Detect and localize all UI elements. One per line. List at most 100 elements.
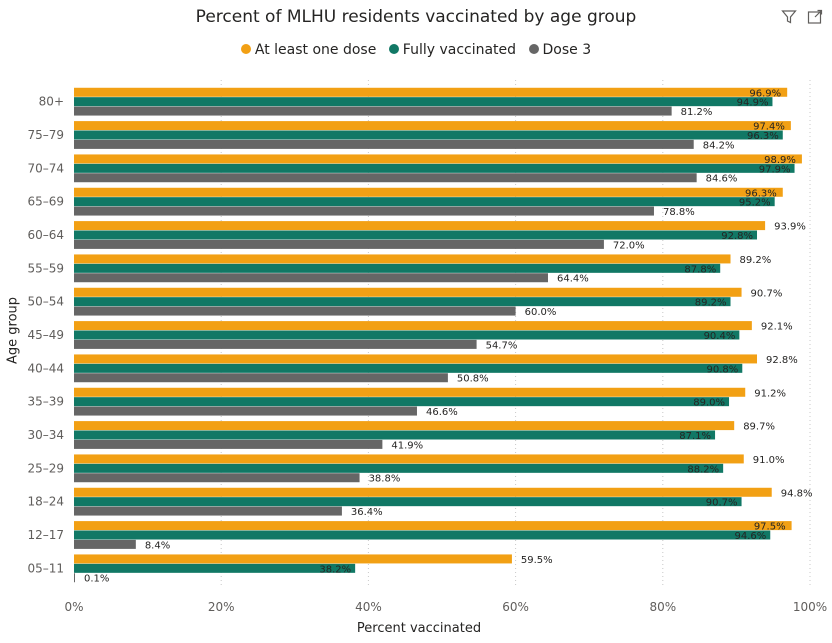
category-label: 55–59 [27, 261, 64, 275]
bar [74, 154, 802, 164]
category-label: 05–11 [27, 561, 64, 575]
legend-item-at-least-one-dose[interactable]: At least one dose [240, 42, 377, 58]
x-tick-label: 100% [793, 600, 827, 614]
category-label: 30–34 [27, 428, 64, 442]
bar [74, 230, 758, 240]
bar [74, 173, 697, 183]
bar [74, 330, 740, 340]
bar [74, 563, 356, 573]
data-label: 97.9% [759, 164, 791, 175]
bar [74, 221, 766, 231]
bar [74, 497, 742, 507]
bar [74, 263, 721, 273]
bar [74, 373, 448, 383]
data-label: 87.8% [684, 264, 716, 275]
data-label: 78.8% [663, 207, 695, 218]
data-label: 50.8% [457, 374, 489, 385]
data-label: 92.8% [721, 231, 753, 242]
bar [74, 206, 654, 216]
data-label: 90.7% [706, 498, 738, 509]
bar [74, 530, 771, 540]
legend-marker [388, 44, 399, 54]
data-label: 97.5% [754, 522, 786, 533]
data-label: 54.7% [486, 340, 518, 351]
category-label: 50–54 [27, 295, 64, 309]
legend-marker [528, 44, 539, 54]
data-label: 8.4% [145, 540, 170, 551]
data-label: 91.0% [753, 455, 785, 466]
data-label: 95.2% [739, 198, 771, 209]
data-label: 36.4% [351, 507, 383, 518]
data-label: 90.8% [707, 364, 739, 375]
data-label: 38.8% [369, 474, 401, 485]
data-label: 38.2% [319, 564, 351, 575]
data-label: 81.2% [681, 107, 713, 118]
bar [74, 521, 792, 531]
data-label: 59.5% [521, 555, 553, 566]
data-label: 41.9% [391, 440, 423, 451]
bar [74, 539, 136, 549]
category-label: 12–17 [27, 528, 64, 542]
category-label: 40–44 [27, 361, 64, 375]
data-label: 87.1% [679, 431, 711, 442]
data-label: 0.1% [84, 574, 109, 585]
legend-item-fully-vaccinated[interactable]: Fully vaccinated [388, 42, 517, 58]
x-tick-label: 0% [64, 600, 83, 614]
bar [74, 297, 731, 307]
data-label: 92.8% [766, 355, 798, 366]
filter-icon[interactable] [781, 9, 797, 25]
bar [74, 554, 512, 564]
data-label: 94.9% [737, 98, 769, 109]
bar [74, 139, 694, 149]
x-tick-label: 20% [208, 600, 235, 614]
bar [74, 397, 730, 407]
legend-label: At least one dose [254, 42, 377, 58]
legend-label: Dose 3 [542, 42, 592, 58]
category-label: 35–39 [27, 395, 64, 409]
bar [74, 363, 743, 373]
bar [74, 306, 516, 316]
data-label: 46.6% [426, 407, 458, 418]
bar [74, 387, 746, 397]
category-label: 60–64 [27, 228, 64, 242]
bar [74, 573, 75, 583]
bar [74, 439, 383, 449]
data-label: 97.4% [753, 122, 785, 133]
data-label: 92.1% [761, 322, 793, 333]
data-label: 88.2% [687, 464, 719, 475]
bar [74, 430, 716, 440]
bar [74, 406, 417, 416]
data-label: 96.3% [745, 188, 777, 199]
bar [74, 473, 360, 483]
category-label: 18–24 [27, 495, 64, 509]
x-tick-label: 40% [355, 600, 382, 614]
legend-label: Fully vaccinated [402, 42, 517, 58]
chart-title: Percent of MLHU residents vaccinated by … [195, 7, 637, 27]
data-label: 89.7% [743, 422, 775, 433]
bar [74, 197, 775, 207]
legend-item-dose-3[interactable]: Dose 3 [528, 42, 592, 58]
bar [74, 421, 735, 431]
data-label: 84.6% [706, 174, 738, 185]
bar [74, 163, 795, 173]
focus-mode-icon[interactable] [807, 9, 823, 25]
legend-marker [240, 44, 251, 54]
category-label: 75–79 [27, 128, 64, 142]
data-label: 96.3% [747, 131, 779, 142]
bar [74, 321, 752, 331]
bar [74, 287, 742, 297]
category-label: 25–29 [27, 461, 64, 475]
data-label: 90.4% [704, 331, 736, 342]
bar [74, 354, 758, 364]
category-label: 70–74 [27, 161, 64, 175]
data-label: 64.4% [557, 274, 589, 285]
category-label: 45–49 [27, 328, 64, 342]
data-label: 91.2% [754, 388, 786, 399]
data-label: 94.8% [781, 488, 813, 499]
x-axis-title: Percent vaccinated [357, 621, 481, 636]
x-tick-label: 80% [649, 600, 676, 614]
bar [74, 87, 788, 97]
category-label: 80+ [39, 95, 64, 109]
bar [74, 454, 744, 464]
